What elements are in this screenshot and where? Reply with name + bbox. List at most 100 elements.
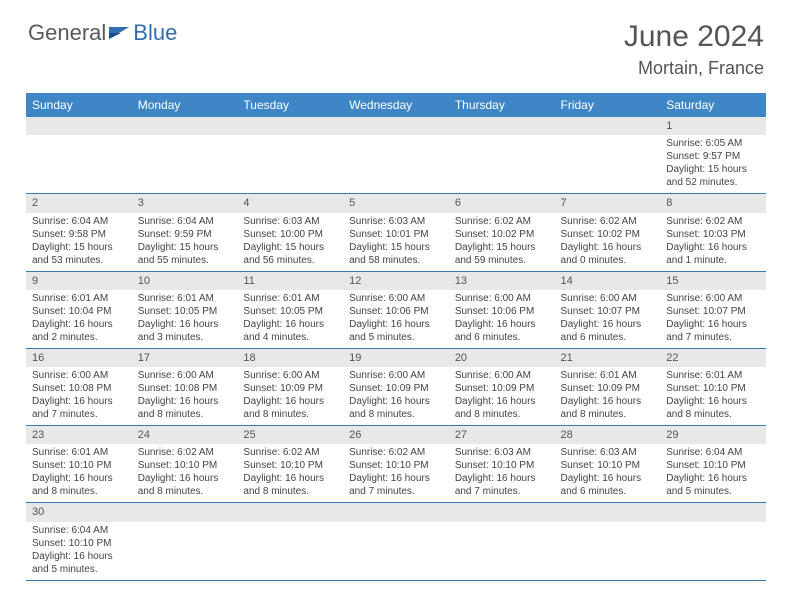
calendar-cell: 8Sunrise: 6:02 AMSunset: 10:03 PMDayligh… bbox=[660, 194, 766, 271]
day-number: 18 bbox=[237, 349, 343, 367]
calendar-body: 1Sunrise: 6:05 AMSunset: 9:57 PMDaylight… bbox=[26, 117, 766, 580]
day-body: Sunrise: 6:02 AMSunset: 10:10 PMDaylight… bbox=[237, 444, 343, 502]
daylight-text: Daylight: 16 hours and 8 minutes. bbox=[32, 472, 126, 498]
day-body: Sunrise: 6:02 AMSunset: 10:02 PMDaylight… bbox=[449, 213, 555, 271]
sunrise-text: Sunrise: 6:00 AM bbox=[32, 369, 126, 382]
day-number: 9 bbox=[26, 272, 132, 290]
day-number: 13 bbox=[449, 272, 555, 290]
day-number: 26 bbox=[343, 426, 449, 444]
day-body: Sunrise: 6:00 AMSunset: 10:09 PMDaylight… bbox=[237, 367, 343, 425]
day-body: Sunrise: 6:01 AMSunset: 10:05 PMDaylight… bbox=[132, 290, 238, 348]
day-body: Sunrise: 6:03 AMSunset: 10:01 PMDaylight… bbox=[343, 213, 449, 271]
day-body-empty bbox=[343, 522, 449, 528]
month-title: June 2024 bbox=[624, 20, 764, 54]
calendar-cell: 5Sunrise: 6:03 AMSunset: 10:01 PMDayligh… bbox=[343, 194, 449, 271]
sunset-text: Sunset: 10:04 PM bbox=[32, 305, 126, 318]
sunrise-text: Sunrise: 6:02 AM bbox=[561, 215, 655, 228]
day-number: 23 bbox=[26, 426, 132, 444]
day-number: 20 bbox=[449, 349, 555, 367]
sunrise-text: Sunrise: 6:04 AM bbox=[32, 215, 126, 228]
sunrise-text: Sunrise: 6:04 AM bbox=[32, 524, 126, 537]
sunrise-text: Sunrise: 6:00 AM bbox=[561, 292, 655, 305]
day-body: Sunrise: 6:01 AMSunset: 10:09 PMDaylight… bbox=[555, 367, 661, 425]
calendar-cell bbox=[449, 117, 555, 194]
day-body: Sunrise: 6:01 AMSunset: 10:10 PMDaylight… bbox=[660, 367, 766, 425]
calendar-cell bbox=[555, 117, 661, 194]
sunset-text: Sunset: 10:10 PM bbox=[349, 459, 443, 472]
day-number: 16 bbox=[26, 349, 132, 367]
sunset-text: Sunset: 10:09 PM bbox=[561, 382, 655, 395]
day-body: Sunrise: 6:05 AMSunset: 9:57 PMDaylight:… bbox=[660, 135, 766, 193]
calendar-cell bbox=[343, 503, 449, 580]
day-number-empty bbox=[343, 503, 449, 521]
day-number: 5 bbox=[343, 194, 449, 212]
day-number: 6 bbox=[449, 194, 555, 212]
daylight-text: Daylight: 16 hours and 3 minutes. bbox=[138, 318, 232, 344]
day-body: Sunrise: 6:04 AMSunset: 9:58 PMDaylight:… bbox=[26, 213, 132, 271]
logo-text-1: General bbox=[28, 20, 106, 46]
day-body: Sunrise: 6:01 AMSunset: 10:10 PMDaylight… bbox=[26, 444, 132, 502]
day-number: 8 bbox=[660, 194, 766, 212]
sunset-text: Sunset: 10:06 PM bbox=[349, 305, 443, 318]
calendar-cell bbox=[132, 503, 238, 580]
day-body: Sunrise: 6:03 AMSunset: 10:10 PMDaylight… bbox=[449, 444, 555, 502]
day-body: Sunrise: 6:02 AMSunset: 10:10 PMDaylight… bbox=[343, 444, 449, 502]
calendar-cell: 7Sunrise: 6:02 AMSunset: 10:02 PMDayligh… bbox=[555, 194, 661, 271]
sunset-text: Sunset: 10:10 PM bbox=[666, 382, 760, 395]
weekday-header: Monday bbox=[132, 93, 238, 117]
calendar-table: SundayMondayTuesdayWednesdayThursdayFrid… bbox=[26, 93, 766, 581]
logo-flag-icon bbox=[109, 24, 131, 42]
daylight-text: Daylight: 16 hours and 8 minutes. bbox=[138, 472, 232, 498]
sunrise-text: Sunrise: 6:02 AM bbox=[243, 446, 337, 459]
calendar-cell bbox=[555, 503, 661, 580]
day-body-empty bbox=[343, 135, 449, 141]
sunrise-text: Sunrise: 6:03 AM bbox=[455, 446, 549, 459]
day-number-empty bbox=[555, 117, 661, 135]
sunset-text: Sunset: 10:10 PM bbox=[32, 537, 126, 550]
sunrise-text: Sunrise: 6:01 AM bbox=[32, 292, 126, 305]
day-body-empty bbox=[132, 522, 238, 528]
day-body: Sunrise: 6:00 AMSunset: 10:07 PMDaylight… bbox=[555, 290, 661, 348]
calendar-cell: 28Sunrise: 6:03 AMSunset: 10:10 PMDaylig… bbox=[555, 426, 661, 503]
daylight-text: Daylight: 16 hours and 8 minutes. bbox=[243, 395, 337, 421]
day-body: Sunrise: 6:01 AMSunset: 10:05 PMDaylight… bbox=[237, 290, 343, 348]
day-body: Sunrise: 6:03 AMSunset: 10:10 PMDaylight… bbox=[555, 444, 661, 502]
daylight-text: Daylight: 16 hours and 8 minutes. bbox=[666, 395, 760, 421]
calendar-cell: 9 Sunrise: 6:01 AMSunset: 10:04 PMDayligh… bbox=[26, 271, 132, 348]
day-body: Sunrise: 6:00 AMSunset: 10:09 PMDaylight… bbox=[343, 367, 449, 425]
day-number: 14 bbox=[555, 272, 661, 290]
sunset-text: Sunset: 10:10 PM bbox=[561, 459, 655, 472]
sunset-text: Sunset: 10:07 PM bbox=[561, 305, 655, 318]
weekday-header: Wednesday bbox=[343, 93, 449, 117]
day-number-empty bbox=[660, 503, 766, 521]
sunset-text: Sunset: 10:10 PM bbox=[32, 459, 126, 472]
day-number: 11 bbox=[237, 272, 343, 290]
day-body: Sunrise: 6:00 AMSunset: 10:07 PMDaylight… bbox=[660, 290, 766, 348]
day-body: Sunrise: 6:04 AMSunset: 10:10 PMDaylight… bbox=[26, 522, 132, 580]
day-number: 30 bbox=[26, 503, 132, 521]
sunrise-text: Sunrise: 6:02 AM bbox=[455, 215, 549, 228]
daylight-text: Daylight: 16 hours and 8 minutes. bbox=[561, 395, 655, 421]
daylight-text: Daylight: 16 hours and 2 minutes. bbox=[32, 318, 126, 344]
day-body-empty bbox=[132, 135, 238, 141]
sunrise-text: Sunrise: 6:01 AM bbox=[561, 369, 655, 382]
calendar-cell bbox=[343, 117, 449, 194]
sunset-text: Sunset: 9:59 PM bbox=[138, 228, 232, 241]
sunset-text: Sunset: 10:10 PM bbox=[666, 459, 760, 472]
day-number-empty bbox=[132, 503, 238, 521]
calendar-cell: 24Sunrise: 6:02 AMSunset: 10:10 PMDaylig… bbox=[132, 426, 238, 503]
day-number-empty bbox=[237, 503, 343, 521]
weekday-header: Thursday bbox=[449, 93, 555, 117]
calendar-week-row: 1Sunrise: 6:05 AMSunset: 9:57 PMDaylight… bbox=[26, 117, 766, 194]
calendar-cell: 18Sunrise: 6:00 AMSunset: 10:09 PMDaylig… bbox=[237, 348, 343, 425]
day-body: Sunrise: 6:02 AMSunset: 10:03 PMDaylight… bbox=[660, 213, 766, 271]
calendar-cell: 21Sunrise: 6:01 AMSunset: 10:09 PMDaylig… bbox=[555, 348, 661, 425]
daylight-text: Daylight: 16 hours and 8 minutes. bbox=[243, 472, 337, 498]
daylight-text: Daylight: 16 hours and 0 minutes. bbox=[561, 241, 655, 267]
daylight-text: Daylight: 15 hours and 53 minutes. bbox=[32, 241, 126, 267]
daylight-text: Daylight: 16 hours and 7 minutes. bbox=[349, 472, 443, 498]
title-block: June 2024 Mortain, France bbox=[624, 20, 764, 79]
day-body: Sunrise: 6:02 AMSunset: 10:10 PMDaylight… bbox=[132, 444, 238, 502]
day-number: 19 bbox=[343, 349, 449, 367]
day-number: 10 bbox=[132, 272, 238, 290]
